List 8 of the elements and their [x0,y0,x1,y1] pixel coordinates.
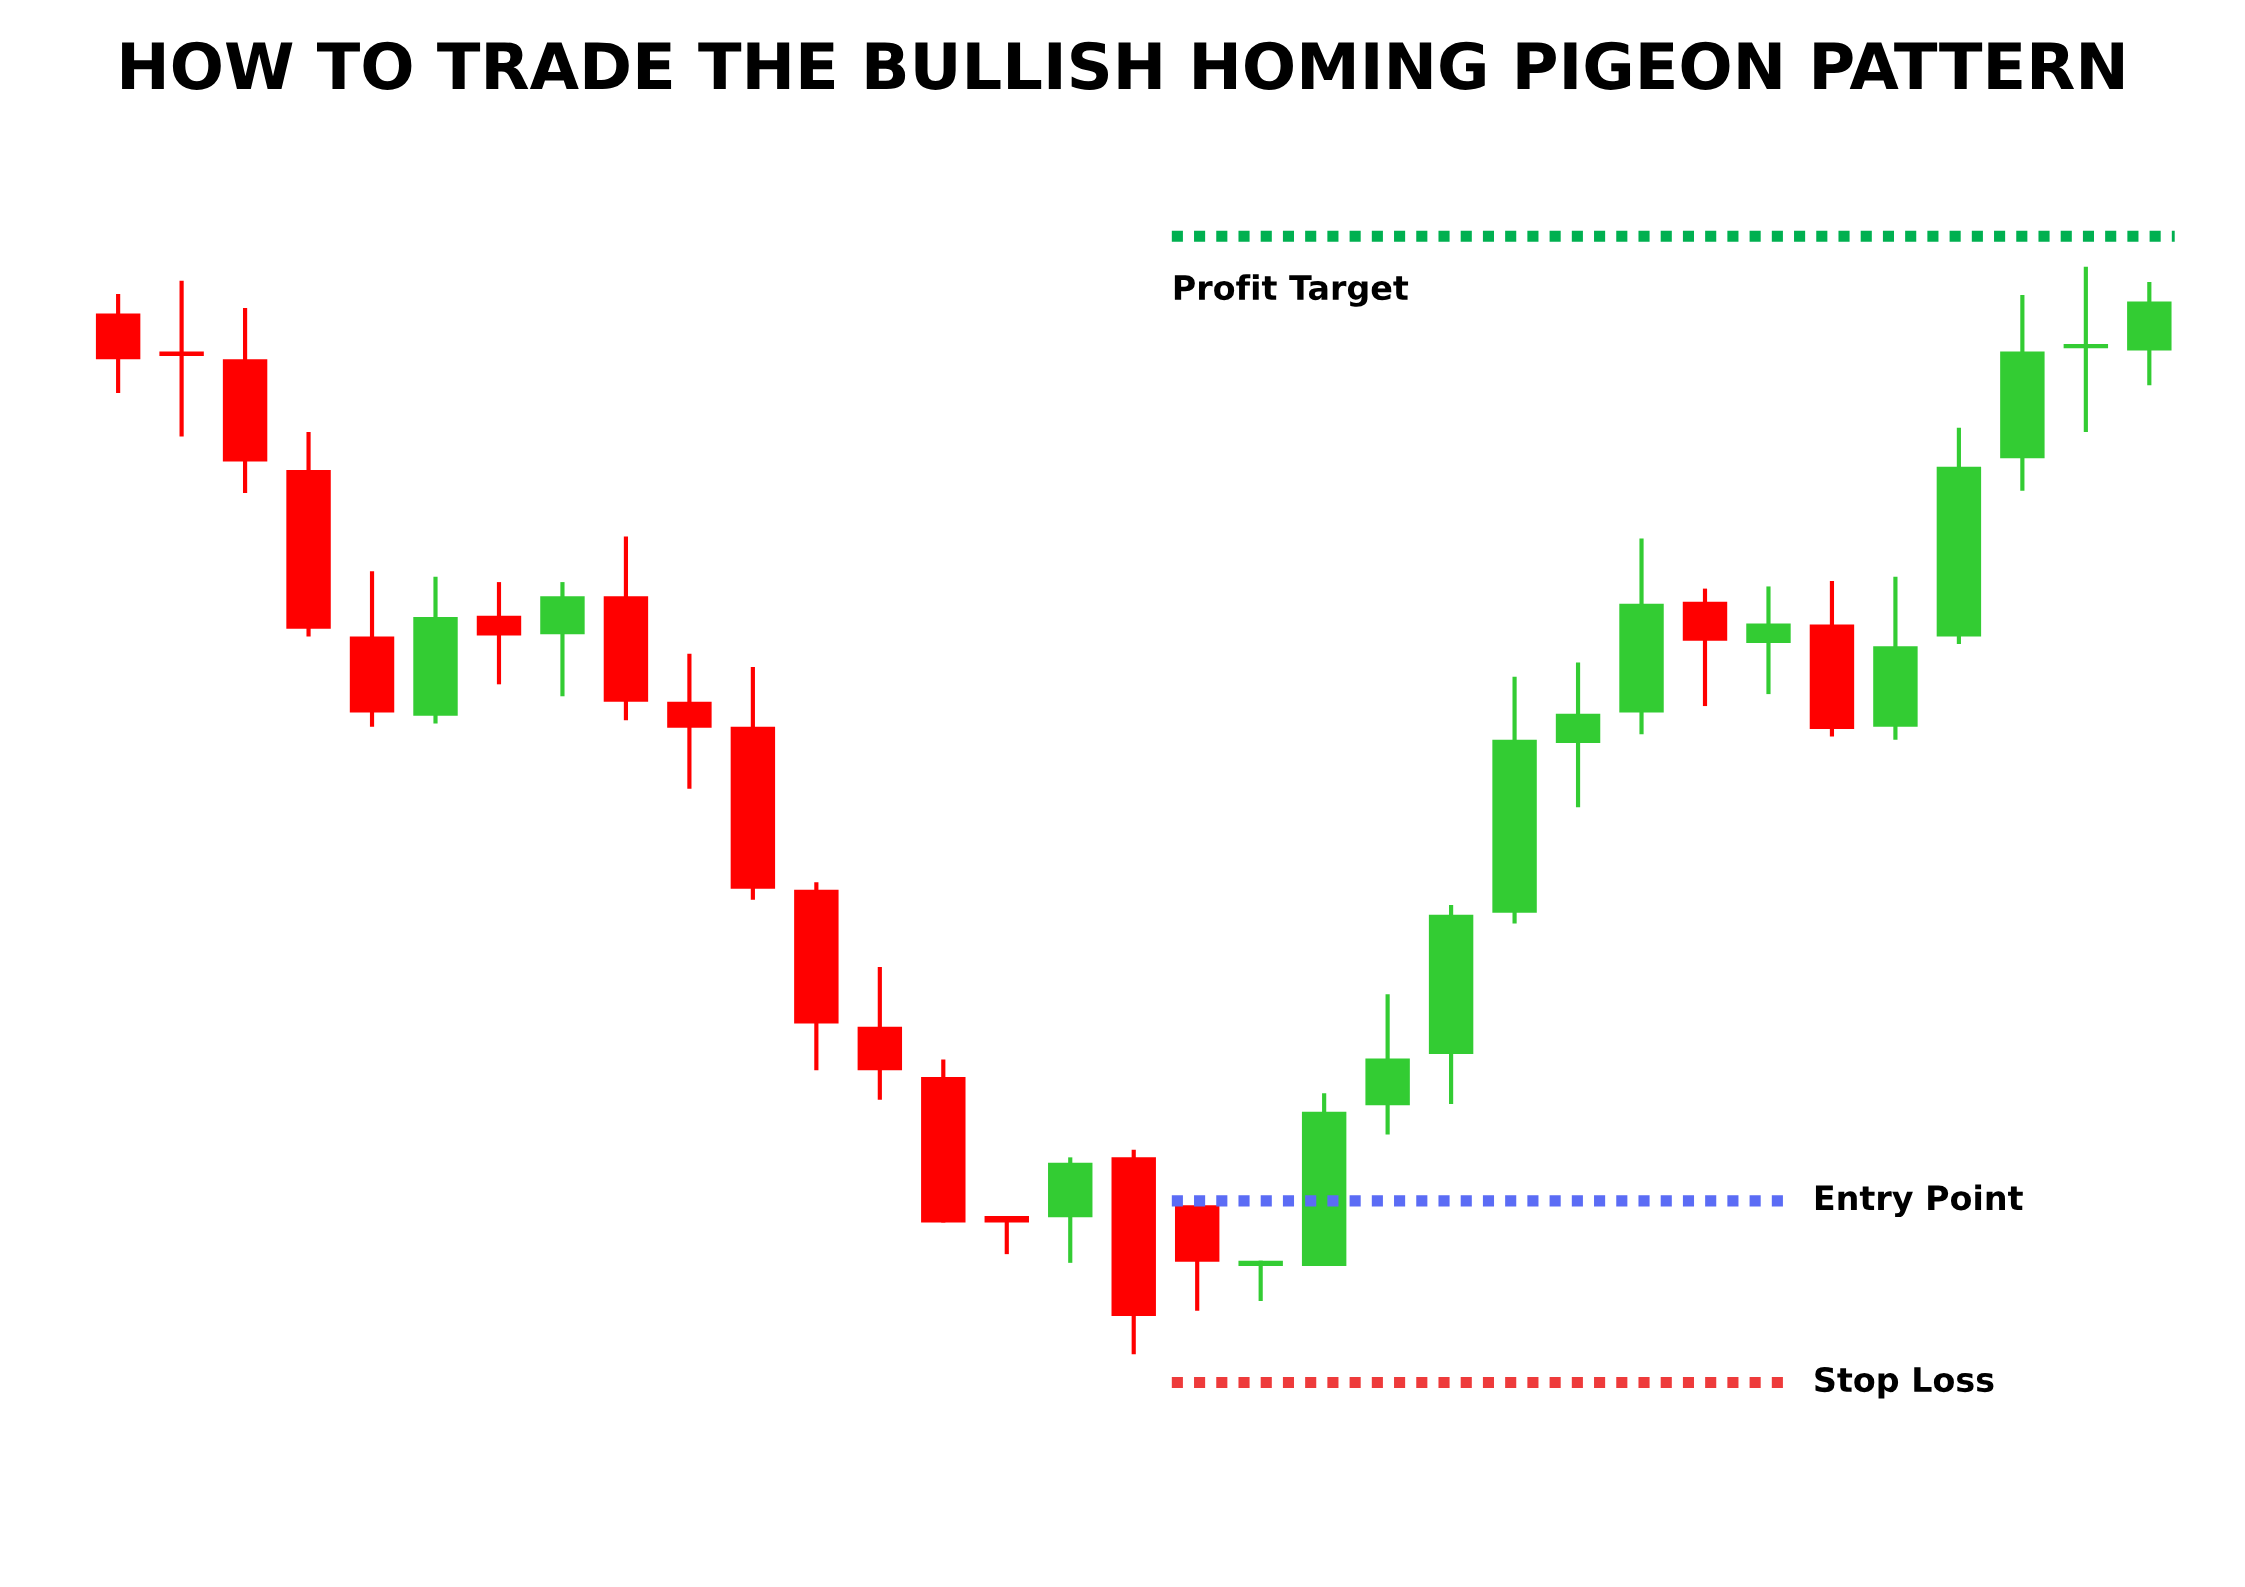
ref-line-label: Profit Target [1174,274,1409,307]
candlestick [984,1216,1029,1255]
ref-line-label: Stop Loss [1815,1366,1994,1399]
candlestick [159,280,204,437]
candlestick [1238,1260,1283,1301]
chart-title: HOW TO TRADE THE BULLISH HOMING PIGEON PATTERN [122,41,2123,90]
candlestick [2063,266,2109,433]
ref-line-label: Entry Point [1815,1184,2023,1218]
